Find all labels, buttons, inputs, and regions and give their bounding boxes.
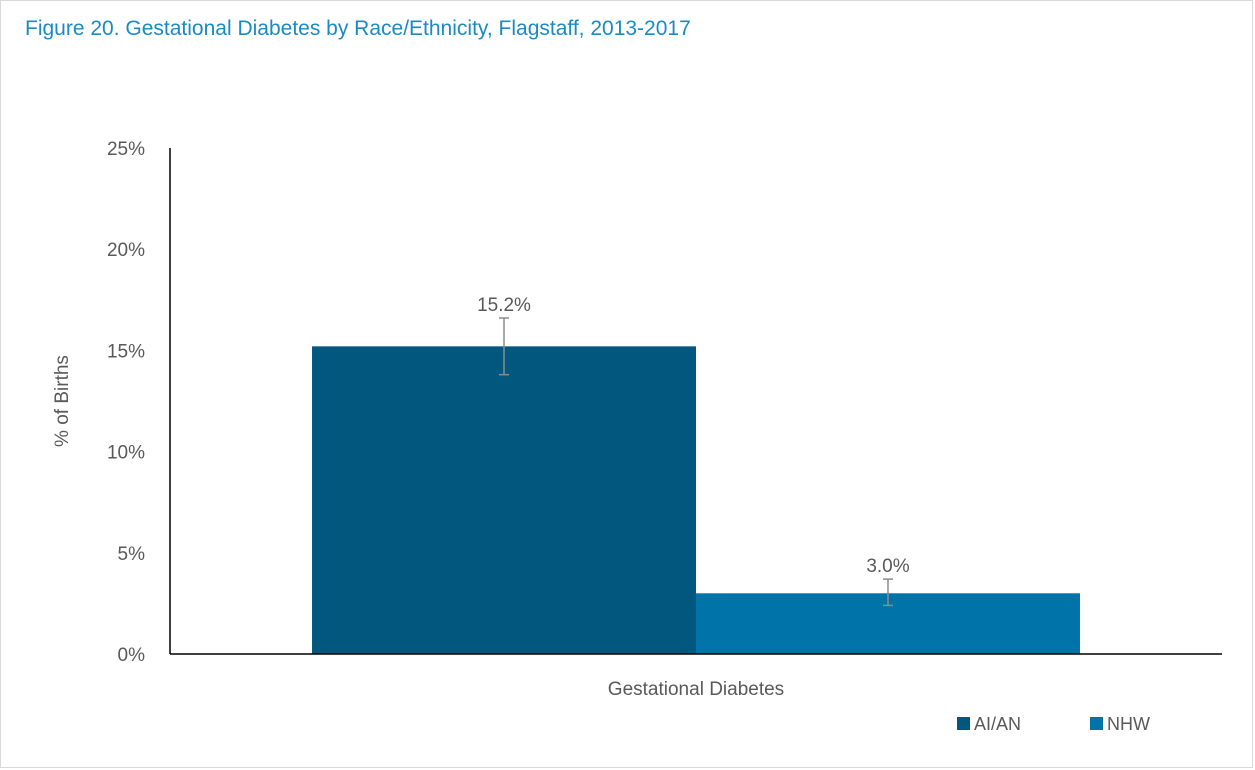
data-label: 3.0% xyxy=(866,556,909,577)
y-tick-label: 0% xyxy=(118,645,146,666)
y-tick-label: 20% xyxy=(107,240,145,261)
legend-label: NHW xyxy=(1107,714,1150,734)
y-axis-ticks: 0% 5% 10% 15% 20% 25% xyxy=(107,139,145,666)
legend-swatch xyxy=(957,717,970,730)
legend-label: AI/AN xyxy=(974,714,1021,734)
data-labels: 15.2% 3.0% xyxy=(477,295,910,577)
bars xyxy=(312,346,1080,654)
y-axis-label: % of Births xyxy=(52,355,73,447)
y-tick-label: 25% xyxy=(107,139,145,160)
y-tick-label: 10% xyxy=(107,443,145,464)
legend: AI/AN NHW xyxy=(957,714,1150,734)
figure-title: Figure 20. Gestational Diabetes by Race/… xyxy=(25,17,691,40)
x-tick-label: Gestational Diabetes xyxy=(608,679,784,700)
x-axis-ticks: Gestational Diabetes xyxy=(608,679,784,700)
y-tick-label: 5% xyxy=(118,544,146,565)
data-label: 15.2% xyxy=(477,295,531,316)
error-bars xyxy=(499,317,893,607)
y-tick-label: 15% xyxy=(107,341,145,362)
bar xyxy=(312,346,696,654)
legend-swatch xyxy=(1090,717,1103,730)
